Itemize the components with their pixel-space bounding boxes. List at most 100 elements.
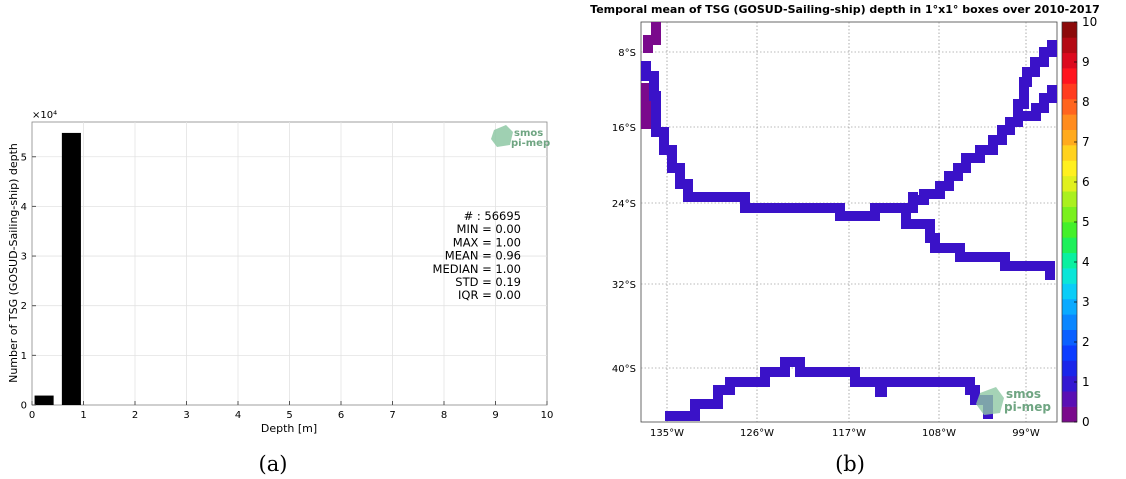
x-tick-label: 2: [132, 410, 138, 421]
track-low-north: [643, 22, 661, 53]
colorbar-swatch: [1062, 129, 1077, 146]
lon-label: 135°W: [650, 428, 684, 439]
y-tick-label: 1: [21, 351, 27, 362]
track-south-east: [901, 205, 1055, 280]
colorbar-tick-label: 10: [1082, 15, 1097, 29]
colorbar-tick-label: 1: [1082, 375, 1090, 389]
colorbar-swatch: [1062, 83, 1077, 100]
bars: [34, 132, 81, 406]
colorbar-swatch: [1062, 160, 1077, 177]
colorbar-swatch: [1062, 360, 1077, 377]
logo-text-2: pi-mep: [1004, 400, 1051, 414]
colorbar-swatch: [1062, 98, 1077, 115]
colorbar-swatch: [1062, 314, 1077, 330]
colorbar-tick-label: 9: [1082, 55, 1090, 69]
latitude-labels: 8°S 16°S 24°S 32°S 40°S: [612, 48, 636, 375]
x-ticks: 0 1 2 3 4 5 6 7 8 9 10: [29, 401, 554, 421]
colorbar-swatch: [1062, 375, 1077, 392]
x-tick-label: 4: [235, 410, 241, 421]
x-tick-label: 7: [389, 410, 395, 421]
grid: [32, 122, 547, 405]
y-tick-label: 5: [21, 152, 27, 163]
stat-line: MEAN = 0.96: [445, 249, 521, 263]
y-multiplier: ×10⁴: [32, 110, 57, 121]
lat-label: 8°S: [618, 48, 636, 59]
y-ticks: 0 1 2 3 4 5: [21, 152, 36, 412]
lon-label: 126°W: [740, 428, 774, 439]
caption-a: (a): [259, 452, 288, 476]
track-west-main: [641, 61, 918, 221]
bar-1: [61, 132, 81, 406]
colorbar-tick-label: 0: [1082, 415, 1090, 429]
stat-line: # : 56695: [464, 209, 521, 223]
colorbar-swatch: [1062, 37, 1077, 54]
logo-text-1: smos: [514, 128, 543, 139]
colorbar-swatch: [1062, 268, 1077, 284]
y-tick-label: 4: [21, 202, 27, 213]
smos-logo-map: smos pi-mep: [976, 387, 1051, 415]
smos-logo: smos pi-mep: [491, 125, 550, 149]
y-tick-label: 2: [21, 301, 27, 312]
colorbar-tick-label: 5: [1082, 215, 1090, 229]
ship-tracks: [641, 22, 1057, 421]
logo-shape: [491, 125, 513, 147]
colorbar-swatch: [1062, 68, 1077, 84]
lat-label: 24°S: [612, 199, 636, 210]
track-south: [665, 357, 993, 421]
colorbar-swatch: [1062, 329, 1077, 346]
logo-text-2: pi-mep: [511, 138, 550, 149]
colorbar-tick-label: 3: [1082, 295, 1090, 309]
colorbar-swatch: [1062, 406, 1077, 423]
longitude-labels: 135°W 126°W 117°W 108°W 99°W: [650, 428, 1040, 439]
lat-label: 32°S: [612, 280, 636, 291]
colorbar-swatch: [1062, 345, 1077, 361]
y-axis-label: Number of TSG (GOSUD-Sailing-ship) depth: [7, 143, 20, 383]
lat-label: 16°S: [612, 123, 636, 134]
colorbar-tick-label: 4: [1082, 255, 1090, 269]
x-tick-label: 1: [80, 410, 86, 421]
lat-label: 40°S: [612, 364, 636, 375]
colorbar-swatch: [1062, 298, 1077, 315]
x-tick-label: 8: [441, 410, 447, 421]
x-tick-label: 5: [286, 410, 292, 421]
track-north-east: [908, 40, 1057, 205]
bar-0: [34, 395, 54, 405]
stat-line: STD = 0.19: [455, 275, 521, 289]
colorbar-swatch: [1062, 206, 1077, 223]
colorbar-swatch: [1062, 22, 1077, 38]
stat-line: MEDIAN = 1.00: [433, 262, 521, 276]
x-tick-label: 0: [29, 410, 35, 421]
logo-text-1: smos: [1006, 387, 1041, 401]
colorbar-swatch: [1062, 222, 1077, 238]
colorbar-tick-label: 6: [1082, 175, 1090, 189]
colorbar: 0 1 2 3 4 5 6 7 8 9 10: [1061, 15, 1097, 429]
x-tick-label: 10: [541, 410, 554, 421]
x-tick-label: 3: [183, 410, 189, 421]
colorbar-swatch: [1062, 191, 1077, 207]
lon-label: 117°W: [832, 428, 866, 439]
map-title: Temporal mean of TSG (GOSUD-Sailing-ship…: [590, 3, 1100, 16]
logo-shape: [976, 387, 1004, 415]
colorbar-tick-label: 8: [1082, 95, 1090, 109]
colorbar-tick-label: 2: [1082, 335, 1090, 349]
track-north-east-branch: [1019, 85, 1057, 121]
colorbar-swatch: [1062, 52, 1077, 69]
colorbar-swatch: [1062, 283, 1077, 300]
lon-label: 108°W: [922, 428, 956, 439]
y-tick-label: 3: [21, 252, 27, 263]
panel-b-map: Temporal mean of TSG (GOSUD-Sailing-ship…: [590, 3, 1100, 476]
colorbar-swatch: [1062, 391, 1077, 407]
y-tick-label: 0: [21, 401, 27, 412]
stat-line: MIN = 0.00: [457, 222, 521, 236]
lon-label: 99°W: [1012, 428, 1040, 439]
stat-line: IQR = 0.00: [458, 288, 521, 302]
x-tick-label: 6: [338, 410, 344, 421]
stat-line: MAX = 1.00: [453, 235, 521, 249]
colorbar-swatch: [1062, 114, 1077, 130]
colorbar-swatch: [1062, 237, 1077, 254]
panel-a-histogram: 0 1 2 3 4 5 6 7 8 9 10 0 1 2 3 4 5 ×10⁴ Depth [m] Numbe…: [7, 110, 553, 476]
colorbar-tick-label: 7: [1082, 135, 1090, 149]
colorbar-swatch: [1062, 252, 1077, 269]
